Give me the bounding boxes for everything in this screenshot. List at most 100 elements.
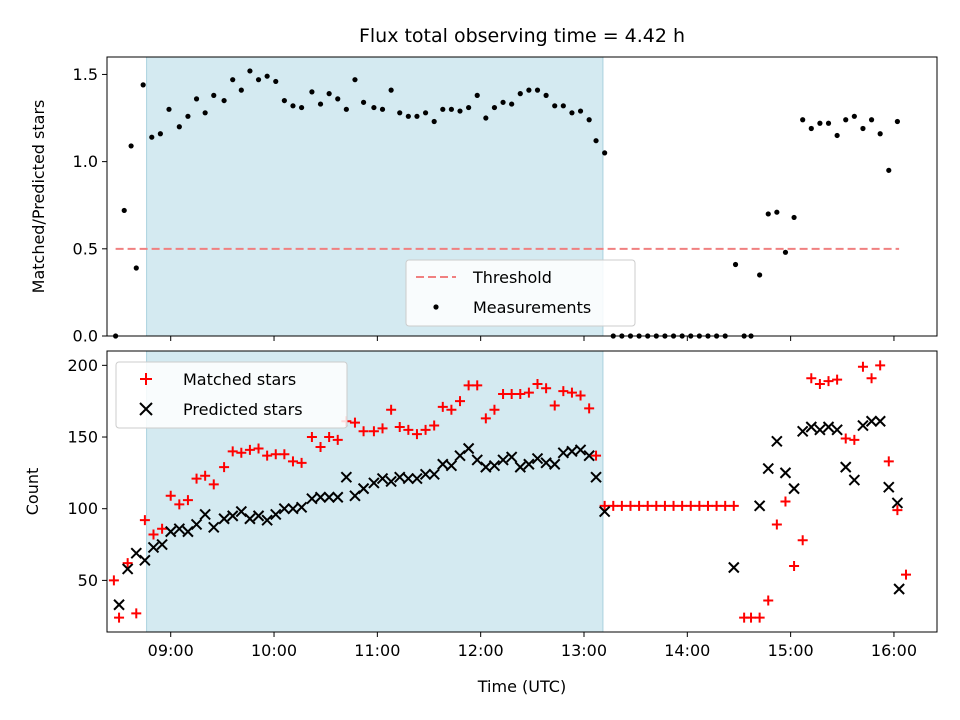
data-point [113,599,125,611]
data-point [411,429,422,440]
data-point [279,449,290,460]
data-point [309,89,315,95]
x-axis-title: Time (UTC) [477,677,566,696]
data-point [526,87,532,93]
data-point [659,500,670,511]
data-point [287,456,298,467]
data-point [857,419,869,432]
data-point [625,500,636,511]
data-point [131,608,142,619]
data-point [569,110,575,116]
data-point [157,523,168,534]
y-tick-label: 50 [78,571,98,590]
legend-matched-swatch [140,373,152,385]
data-point [287,502,299,515]
data-point [893,583,905,595]
data-point [157,131,163,137]
data-point [139,515,150,526]
data-point [176,124,182,130]
data-point [405,113,411,119]
data-point [463,380,474,391]
data-point [762,462,774,475]
data-point [270,508,282,521]
data-point [797,535,808,546]
data-point [651,500,662,511]
plot-frame [106,56,938,337]
data-point [173,523,186,535]
data-point [860,125,866,132]
data-point [823,376,834,387]
data-point [534,87,541,93]
data-point [191,473,202,484]
data-point [771,435,783,448]
data-point [584,403,595,414]
data-point [262,450,273,461]
data-point [791,214,797,221]
data-point [431,118,437,125]
data-point [349,490,361,502]
data-point [402,472,415,485]
data-point [403,424,414,435]
data-point [199,508,211,521]
legend: Matched stars Predicted stars [115,361,348,429]
data-point [515,389,526,400]
data-point [264,73,270,79]
data-point [156,538,168,551]
data-point [128,143,134,149]
data-point [557,447,570,459]
data-point [800,117,806,123]
series-predicted-stars [113,415,905,611]
data-point [523,458,535,470]
data-point [446,404,457,415]
data-point [814,424,826,436]
legend-label: Threshold [472,268,552,287]
data-point [332,491,344,503]
data-point [566,387,577,398]
data-point [165,490,176,501]
data-point [208,521,220,534]
data-point [335,96,341,102]
data-point [480,461,492,473]
data-point [616,500,627,511]
data-point [149,134,155,140]
plot-frame [106,350,938,633]
data-point [360,99,367,105]
data-point [281,97,287,104]
data-point [598,505,611,518]
x-tick-label: 10:00 [251,641,297,660]
chart-title: Flux total observing time = 4.42 h [359,25,685,47]
y-tick-label: 0.5 [73,239,98,258]
data-point [843,117,849,123]
data-point [732,261,739,268]
data-point [891,497,904,509]
data-point [352,77,358,83]
legend-label: Measurements [473,298,591,317]
x-tick-label: 16:00 [871,641,917,660]
data-point [324,432,335,443]
data-point [455,396,466,407]
data-point [857,361,868,372]
data-point [593,138,599,144]
data-point [219,462,230,473]
data-point [182,525,194,538]
data-point [757,272,763,278]
data-point [200,470,211,481]
data-point [371,104,377,111]
data-point [121,207,127,214]
data-point [575,390,586,401]
data-point [868,117,875,123]
data-point [746,612,757,623]
legend: Threshold Measurements [405,259,636,327]
data-point [599,500,610,511]
data-point [753,500,766,512]
data-point [315,442,326,453]
series-measurements [113,68,900,339]
data-point [789,561,800,572]
data-point [166,106,172,112]
data-point [340,471,353,483]
data-point [437,458,449,470]
data-point [437,401,448,412]
data-point [130,547,142,559]
data-point [420,424,431,435]
